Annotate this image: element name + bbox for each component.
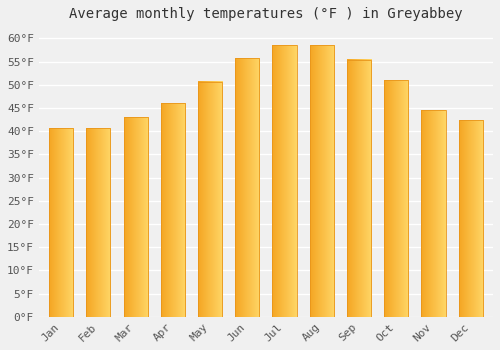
Bar: [310, 45, 334, 317]
Bar: [384, 80, 408, 317]
Bar: [347, 60, 371, 317]
Bar: [458, 120, 483, 317]
Bar: [86, 128, 110, 317]
Bar: [198, 82, 222, 317]
Bar: [124, 117, 148, 317]
Bar: [160, 103, 185, 317]
Bar: [272, 45, 296, 317]
Bar: [49, 128, 73, 317]
Bar: [235, 58, 260, 317]
Title: Average monthly temperatures (°F ) in Greyabbey: Average monthly temperatures (°F ) in Gr…: [69, 7, 462, 21]
Bar: [422, 110, 446, 317]
